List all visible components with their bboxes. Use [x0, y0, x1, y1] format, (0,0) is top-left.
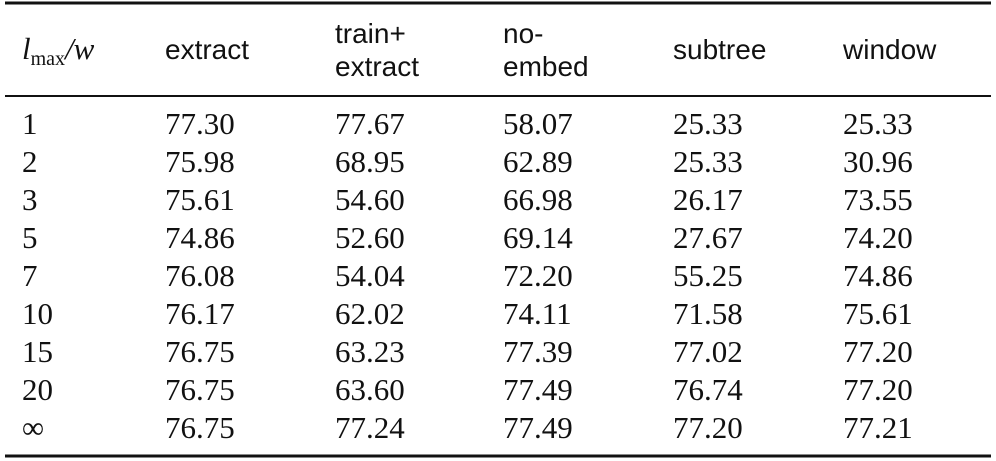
cell: 75.61: [843, 296, 913, 331]
cell: 77.67: [335, 106, 405, 141]
cell: 30.96: [843, 144, 913, 179]
cell: 74.20: [843, 220, 913, 255]
cell: 74.86: [843, 258, 913, 293]
cell: 26.17: [673, 182, 743, 217]
cell: 75.61: [165, 182, 235, 217]
cell: 68.95: [335, 144, 405, 179]
cell: 76.17: [165, 296, 235, 331]
cell: 63.23: [335, 334, 405, 369]
cell: 72.20: [503, 258, 573, 293]
row-label: ∞: [22, 410, 44, 445]
cell: 77.20: [843, 372, 913, 407]
cell: 77.20: [843, 334, 913, 369]
cell: 54.60: [335, 182, 405, 217]
cell: 25.33: [673, 106, 743, 141]
cell: 63.60: [335, 372, 405, 407]
cell: 58.07: [503, 106, 573, 141]
cell: 77.21: [843, 410, 913, 445]
cell: 27.67: [673, 220, 743, 255]
header-cell: embed: [503, 51, 589, 82]
row-label: 10: [22, 296, 53, 331]
cell: 25.33: [673, 144, 743, 179]
header-cell: subtree: [673, 34, 766, 65]
cell: 55.25: [673, 258, 743, 293]
header-base: l: [22, 31, 31, 66]
header-cell: extract: [335, 51, 419, 82]
cell: 62.89: [503, 144, 573, 179]
cell: 25.33: [843, 106, 913, 141]
cell: 54.04: [335, 258, 405, 293]
cell: 52.60: [335, 220, 405, 255]
cell: 76.75: [165, 372, 235, 407]
cell: 76.75: [165, 410, 235, 445]
cell: 77.49: [503, 410, 573, 445]
header-cell: window: [842, 34, 937, 65]
header-rest: /w: [63, 31, 95, 66]
cell: 74.86: [165, 220, 235, 255]
row-label: 3: [22, 182, 38, 217]
cell: 69.14: [503, 220, 573, 255]
row-label: 1: [22, 106, 38, 141]
cell: 75.98: [165, 144, 235, 179]
cell: 76.75: [165, 334, 235, 369]
cell: 77.02: [673, 334, 743, 369]
row-label: 15: [22, 334, 53, 369]
cell: 62.02: [335, 296, 405, 331]
cell: 73.55: [843, 182, 913, 217]
cell: 77.39: [503, 334, 573, 369]
cell: 71.58: [673, 296, 743, 331]
header-first: lmax/w: [22, 31, 95, 70]
row-label: 5: [22, 220, 38, 255]
header-cell: extract: [165, 34, 249, 65]
cell: 66.98: [503, 182, 573, 217]
cell: 77.24: [335, 410, 405, 445]
row-label: 7: [22, 258, 38, 293]
cell: 76.74: [673, 372, 743, 407]
cell: 76.08: [165, 258, 235, 293]
header-sub: max: [31, 48, 65, 70]
cell: 74.11: [503, 296, 572, 331]
header-cell: train+: [335, 18, 406, 49]
row-label: 2: [22, 144, 38, 179]
row-label: 20: [22, 372, 53, 407]
cell: 77.30: [165, 106, 235, 141]
header-cell: no-: [503, 18, 543, 49]
cell: 77.20: [673, 410, 743, 445]
cell: 77.49: [503, 372, 573, 407]
